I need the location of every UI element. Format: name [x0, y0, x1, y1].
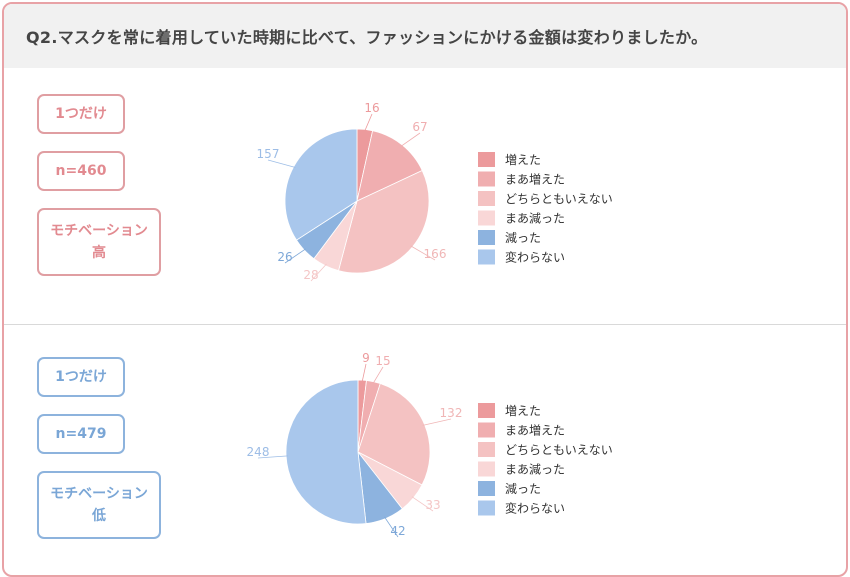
pie2-value-label-3: 132 — [440, 406, 463, 420]
pie1-legend-swatch-1 — [478, 152, 495, 167]
pie2-legend-swatch-3 — [478, 442, 495, 457]
motivation-tag-low-line2: 低 — [92, 508, 106, 524]
pie2-value-label-2: 15 — [375, 354, 390, 368]
sample-size-tag-high: n=460 — [37, 151, 125, 191]
pie2-legend-swatch-1 — [478, 403, 495, 418]
motivation-tag-high: モチベーション 高 — [37, 208, 161, 276]
question-title: Q2.マスクを常に着用していた時期に比べて、ファッションにかける金額は変わりまし… — [26, 28, 708, 47]
pie1-value-label-6: 157 — [257, 147, 280, 161]
pie1-leader-4 — [310, 263, 327, 282]
pie1-legend-label-3: どちらともいえない — [505, 192, 613, 206]
pie1-legend-swatch-2 — [478, 171, 495, 187]
single-answer-tag-high: 1つだけ — [37, 94, 125, 134]
pie1-legend-swatch-5 — [478, 230, 495, 245]
pie1-leader-5 — [284, 248, 307, 264]
pie2-legend-swatch-2 — [478, 422, 495, 438]
motivation-tag-high-line1: モチベーション — [50, 223, 148, 239]
pie2-value-label-1: 9 — [362, 351, 370, 365]
pie2-legend-label-1: 増えた — [505, 404, 541, 418]
pie1-slice-2 — [356, 130, 423, 202]
pie1-leader-3 — [410, 245, 436, 261]
pie1-value-label-4: 28 — [303, 268, 318, 282]
pie2-legend-swatch-4 — [478, 461, 495, 477]
pie1-value-label-2: 67 — [412, 120, 427, 134]
pie1-legend-label-6: 変わらない — [505, 250, 565, 265]
pie1-leader-6 — [267, 159, 296, 168]
pie2-value-label-6: 248 — [247, 445, 270, 459]
section-divider — [4, 324, 846, 325]
motivation-tag-low-line1: モチベーション — [50, 486, 148, 502]
pie2-value-label-4: 33 — [425, 498, 440, 512]
pie1-value-label-3: 166 — [424, 247, 447, 261]
question-header: Q2.マスクを常に着用していた時期に比べて、ファッションにかける金額は変わりまし… — [4, 4, 846, 68]
pie1-legend-swatch-4 — [478, 210, 495, 226]
pie2-value-label-5: 42 — [390, 524, 405, 538]
pie2-legend-swatch-6 — [478, 500, 495, 516]
pie2-leader-4 — [411, 496, 434, 512]
pie2-legend-label-2: まあ増えた — [505, 424, 565, 438]
pie2-leader-3 — [422, 418, 452, 426]
pie1-legend-swatch-3 — [478, 191, 495, 206]
pie2-slice-6 — [285, 379, 367, 525]
pie1-value-label-5: 26 — [277, 250, 292, 264]
pie2-leader-1 — [361, 363, 367, 383]
pie1-leader-2 — [400, 132, 421, 147]
pie1-legend-swatch-6 — [478, 249, 495, 265]
single-answer-tag-low: 1つだけ — [37, 357, 125, 397]
pie2-legend-label-6: 変わらない — [505, 501, 565, 516]
pie1-leader-1 — [364, 113, 373, 132]
motivation-tag-low: モチベーション 低 — [37, 471, 161, 539]
pie2-legend-swatch-5 — [478, 481, 495, 496]
pie2-legend-label-3: どちらともいえない — [505, 443, 613, 457]
pie1-legend-label-5: 減った — [505, 230, 541, 245]
pie1-legend-label-2: まあ増えた — [505, 173, 565, 187]
pie1-legend-label-4: まあ減った — [505, 211, 565, 226]
pie2-leader-5 — [384, 516, 399, 538]
pie2-legend-label-4: まあ減った — [505, 462, 565, 477]
pie2-leader-2 — [372, 366, 384, 384]
pie2-legend-label-5: 減った — [505, 481, 541, 496]
sample-size-tag-low: n=479 — [37, 414, 125, 454]
pie1-slice-6 — [284, 128, 358, 241]
motivation-tag-high-line2: 高 — [92, 245, 106, 261]
pie2-leader-6 — [257, 455, 289, 459]
pie1-legend-label-1: 増えた — [505, 153, 541, 167]
pie1-value-label-1: 16 — [364, 101, 379, 115]
